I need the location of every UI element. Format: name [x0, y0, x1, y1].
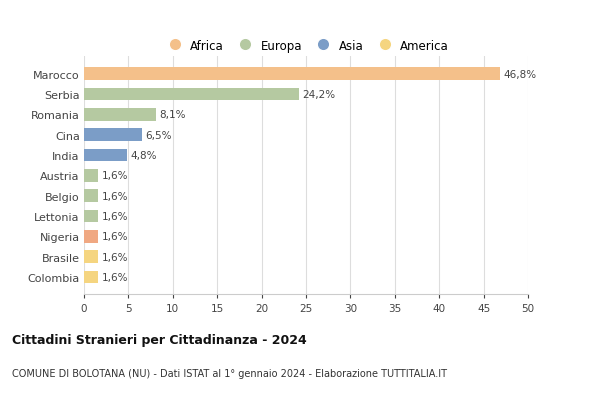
Bar [84, 109, 156, 121]
Bar [84, 149, 127, 162]
Text: Cittadini Stranieri per Cittadinanza - 2024: Cittadini Stranieri per Cittadinanza - 2… [12, 333, 307, 346]
Text: 1,6%: 1,6% [102, 171, 128, 181]
Text: 1,6%: 1,6% [102, 211, 128, 221]
Bar [84, 68, 500, 81]
Bar [84, 88, 299, 101]
Text: 1,6%: 1,6% [102, 191, 128, 201]
Text: 4,8%: 4,8% [130, 151, 157, 161]
Bar [84, 129, 142, 142]
Bar [84, 251, 98, 263]
Bar [84, 170, 98, 182]
Bar [84, 231, 98, 243]
Text: COMUNE DI BOLOTANA (NU) - Dati ISTAT al 1° gennaio 2024 - Elaborazione TUTTITALI: COMUNE DI BOLOTANA (NU) - Dati ISTAT al … [12, 368, 447, 378]
Text: 1,6%: 1,6% [102, 252, 128, 262]
Text: 6,5%: 6,5% [145, 130, 172, 140]
Bar [84, 210, 98, 223]
Text: 1,6%: 1,6% [102, 272, 128, 282]
Legend: Africa, Europa, Asia, America: Africa, Europa, Asia, America [161, 37, 451, 55]
Text: 46,8%: 46,8% [503, 70, 536, 79]
Text: 1,6%: 1,6% [102, 232, 128, 242]
Text: 24,2%: 24,2% [302, 90, 335, 100]
Bar [84, 271, 98, 284]
Text: 8,1%: 8,1% [160, 110, 186, 120]
Bar [84, 190, 98, 202]
